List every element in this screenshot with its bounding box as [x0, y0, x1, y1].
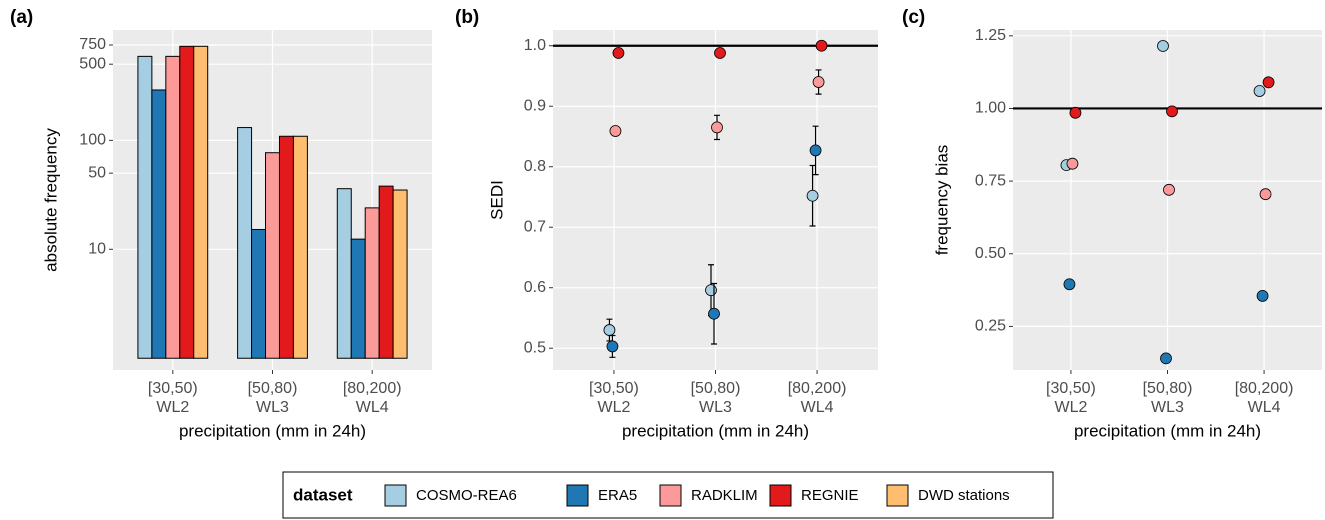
panel-label: (c)	[902, 7, 925, 28]
point	[1256, 289, 1269, 302]
y-tick-label: 750	[79, 36, 106, 53]
y-tick-label: 1.00	[975, 100, 1006, 117]
x-tick-label: [50,80)	[248, 380, 298, 397]
legend-label: REGNIE	[801, 487, 859, 504]
point	[806, 189, 819, 202]
legend-label: COSMO-REA6	[416, 487, 517, 504]
panel-label: (a)	[10, 7, 33, 28]
legend-label: RADKLIM	[691, 487, 758, 504]
point	[612, 47, 625, 59]
x-tick-label: [30,50)	[148, 380, 198, 397]
y-tick-label: 50	[88, 164, 106, 181]
y-tick-label: 0.7	[524, 218, 546, 235]
y-tick-label: 0.9	[524, 97, 546, 114]
point	[1253, 85, 1266, 97]
x-tick-sublabel: WL4	[801, 399, 834, 416]
point	[1157, 40, 1169, 52]
point	[815, 39, 828, 52]
y-tick-label: 0.50	[975, 245, 1006, 262]
x-tick-label: [50,80)	[691, 380, 741, 397]
x-axis-title: precipitation (mm in 24h)	[1074, 421, 1261, 440]
x-axis-title: precipitation (mm in 24h)	[622, 421, 809, 440]
bar	[193, 45, 209, 359]
x-tick-label: [50,80)	[1143, 380, 1193, 397]
y-tick-label: 500	[79, 55, 106, 72]
x-tick-sublabel: WL3	[256, 399, 289, 416]
x-axis-title: precipitation (mm in 24h)	[179, 421, 366, 440]
x-tick-sublabel: WL4	[356, 399, 389, 416]
bar	[350, 238, 366, 359]
panel-label: (b)	[455, 7, 479, 28]
y-axis-title: frequency bias	[932, 145, 951, 256]
y-tick-label: 0.75	[975, 172, 1006, 189]
x-tick-label: [80,200)	[788, 380, 847, 397]
x-tick-sublabel: WL3	[699, 399, 732, 416]
legend-swatch	[566, 484, 589, 507]
point	[1069, 106, 1082, 119]
bar	[151, 89, 167, 359]
y-axis-title: absolute frequency	[41, 128, 60, 272]
point	[708, 307, 720, 320]
legend-label: DWD stations	[918, 487, 1010, 504]
x-tick-label: [80,200)	[343, 380, 402, 397]
bar	[292, 135, 308, 359]
point	[809, 144, 822, 157]
point	[705, 284, 717, 297]
y-tick-label: 0.8	[524, 158, 546, 175]
y-tick-label: 0.5	[524, 339, 546, 356]
point	[603, 324, 616, 336]
y-tick-label: 100	[79, 132, 106, 149]
bar	[278, 135, 294, 359]
legend-title: dataset	[293, 485, 353, 504]
bar	[179, 45, 195, 359]
legend-swatch	[659, 484, 682, 507]
bar	[165, 55, 181, 359]
point	[1063, 278, 1076, 291]
x-tick-label: [30,50)	[1046, 380, 1096, 397]
bar	[392, 189, 408, 359]
y-tick-label: 0.25	[975, 318, 1006, 335]
point	[1066, 157, 1079, 170]
x-tick-label: [80,200)	[1235, 380, 1294, 397]
point	[1259, 188, 1272, 201]
bar	[364, 207, 380, 359]
point	[812, 76, 825, 88]
y-tick-label: 0.6	[524, 279, 546, 296]
legend-swatch	[769, 484, 792, 507]
x-tick-sublabel: WL2	[1054, 399, 1087, 416]
point	[609, 125, 622, 137]
y-tick-label: 1.0	[524, 37, 546, 54]
legend-swatch	[886, 484, 909, 507]
legend-label: ERA5	[598, 487, 637, 504]
point	[1166, 105, 1178, 118]
bar	[237, 127, 253, 359]
y-tick-label: 1.25	[975, 27, 1006, 44]
point	[711, 121, 723, 134]
point	[606, 340, 619, 353]
point	[1160, 352, 1172, 365]
y-axis-title: SEDI	[487, 180, 506, 220]
bar	[336, 188, 352, 359]
bar	[378, 185, 394, 359]
legend-swatch	[384, 484, 407, 507]
bar	[251, 228, 267, 359]
y-tick-label: 10	[88, 241, 106, 258]
point	[1262, 76, 1275, 89]
bar	[137, 55, 153, 359]
x-tick-label: [30,50)	[589, 380, 639, 397]
bar	[265, 152, 280, 359]
x-tick-sublabel: WL3	[1151, 399, 1184, 416]
x-tick-sublabel: WL2	[597, 399, 630, 416]
point	[1163, 183, 1175, 196]
point	[714, 47, 726, 59]
x-tick-sublabel: WL2	[156, 399, 189, 416]
x-tick-sublabel: WL4	[1248, 399, 1281, 416]
